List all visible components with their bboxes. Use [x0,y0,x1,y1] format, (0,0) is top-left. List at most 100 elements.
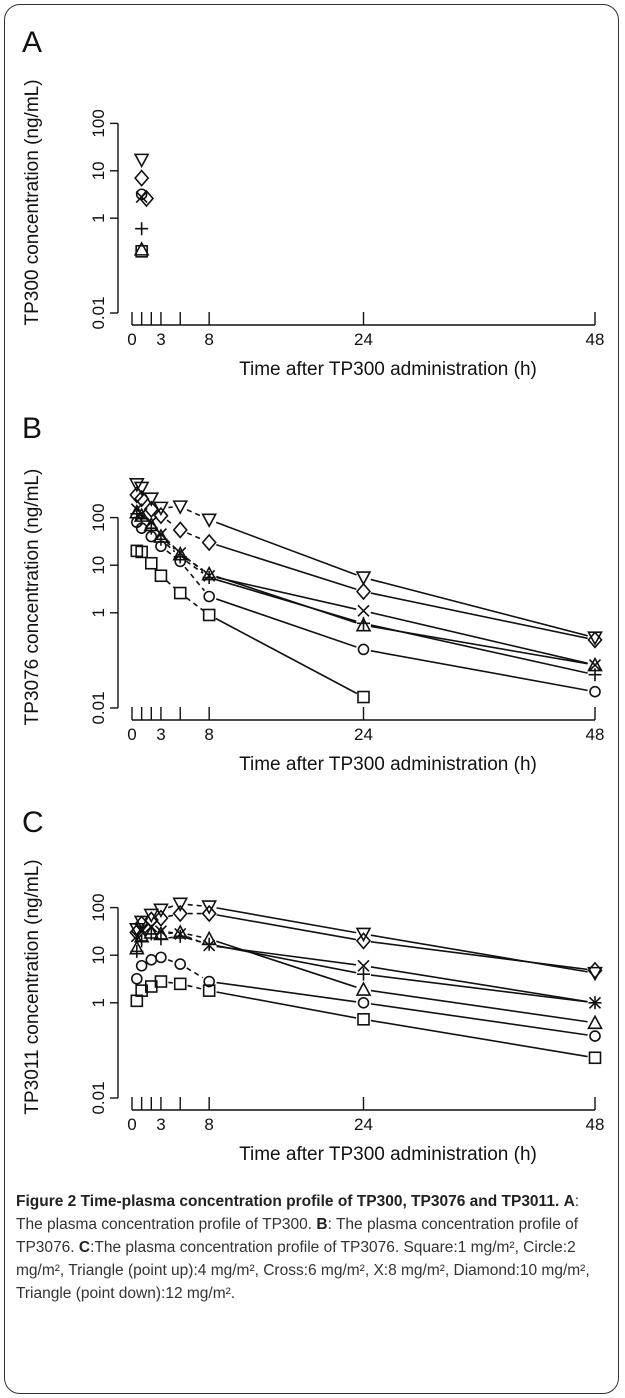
marker-diamond [355,932,372,950]
series-triangle-down [128,478,603,646]
marker-diamond [153,909,169,927]
marker-plus [588,668,602,682]
y-tick-label: 1 [89,998,108,1007]
marker-x [174,546,187,560]
series-line-segment [215,617,358,695]
series-line-segment [215,521,357,576]
marker-plus [202,571,216,585]
x-axis-label: Time after TP300 administration (h) [239,359,537,380]
marker-plus [135,222,149,236]
series-line-segment [216,576,357,610]
figure-frame [4,4,619,1394]
series-line-segment [370,989,588,1023]
caption-body: A: The plasma concentration profile of T… [16,1193,590,1302]
x-tick-label: 24 [354,725,373,744]
series-line-segment [216,940,357,988]
series-circle [131,951,601,1042]
series-plus [130,507,602,682]
series-line-segment [187,903,202,907]
series-line-segment [165,580,176,589]
panel-letter: A [22,26,42,59]
series-diamond [129,486,603,649]
series-line-segment [370,934,588,973]
marker-triangle-down [133,915,150,931]
series-line-segment [370,974,588,1003]
series-line-segment [216,578,357,622]
y-axis-label: TP3011 concentration (ng/mL) [22,859,43,1114]
marker-circle [174,958,187,970]
marker-triangle-down [172,897,189,913]
x-tick-label: 48 [586,725,605,744]
x-tick-label: 3 [156,1115,165,1134]
series-plus [135,222,149,236]
x-axis-label: Time after TP300 administration (h) [239,754,537,775]
y-tick-label: 0.01 [89,1081,108,1114]
series-line-segment [370,966,588,1003]
x-tick-label: 24 [354,330,373,349]
series-line-segment [165,538,176,549]
marker-x [154,528,168,541]
series-line-segment [370,1019,588,1058]
y-tick-label: 100 [89,503,108,531]
marker-x [203,569,216,582]
marker-square [173,977,187,991]
x-tick-label: 8 [204,330,213,349]
caption-c-label: C [78,1239,91,1256]
marker-square [357,690,370,704]
marker-plus [130,944,144,958]
series-line-segment [167,905,174,909]
caption-a-label: A [563,1193,575,1210]
y-tick-label: 0.01 [89,296,108,329]
series-triangle-down [128,897,603,982]
marker-circle [357,996,370,1009]
series-line-segment [216,945,357,966]
x-tick-label: 0 [127,725,136,744]
series-triangle-up [133,241,150,256]
panel-a: A 0.01 1 10 100 TP300 concentration (ng/mL) 0 3… [22,26,604,380]
marker-circle [155,951,167,964]
marker-triangle-down [128,478,145,493]
y-tick-label: 100 [89,893,108,921]
marker-x [357,604,370,617]
marker-triangle-up [133,241,150,256]
series-line-segment [165,543,176,553]
series-line-segment [168,931,173,934]
series-diamond [134,169,155,208]
marker-square [135,245,148,258]
series-line-segment [370,1003,588,1036]
y-tick-label: 1 [89,213,108,222]
marker-plus [202,937,216,951]
marker-circle [203,590,215,603]
x-tick-label: 8 [204,725,213,744]
panel-b: B 0.01 1 10 100 TP3076 concentration (ng/mL) 0… [22,412,604,775]
marker-triangle-down [587,966,603,982]
marker-x [174,927,187,940]
marker-diamond [143,500,159,518]
marker-diamond [355,582,372,601]
series-line-segment [168,936,173,939]
marker-circle [131,972,143,985]
series-line-segment [370,624,588,674]
marker-square [154,569,168,583]
marker-circle [145,954,158,966]
marker-triangle-down [201,513,218,528]
y-tick-label: 100 [89,109,108,137]
series-line-segment [216,543,357,591]
y-tick-label: 0.01 [89,691,108,724]
series-line-segment [166,550,175,558]
marker-triangle-down [143,492,160,507]
y-tick-label: 10 [89,556,108,575]
series-line-segment [167,959,174,963]
marker-plus [357,967,370,981]
series-line-segment [370,611,588,665]
series-line-segment [168,914,174,918]
marker-triangle-down [153,903,169,918]
caption-b-label: B [316,1216,328,1233]
series-line-segment [185,557,204,572]
marker-triangle-down [172,500,189,515]
marker-diamond [172,904,188,923]
series-line-segment [216,598,357,648]
marker-plus [154,932,168,946]
marker-diamond [134,169,150,187]
marker-diamond [201,533,217,552]
